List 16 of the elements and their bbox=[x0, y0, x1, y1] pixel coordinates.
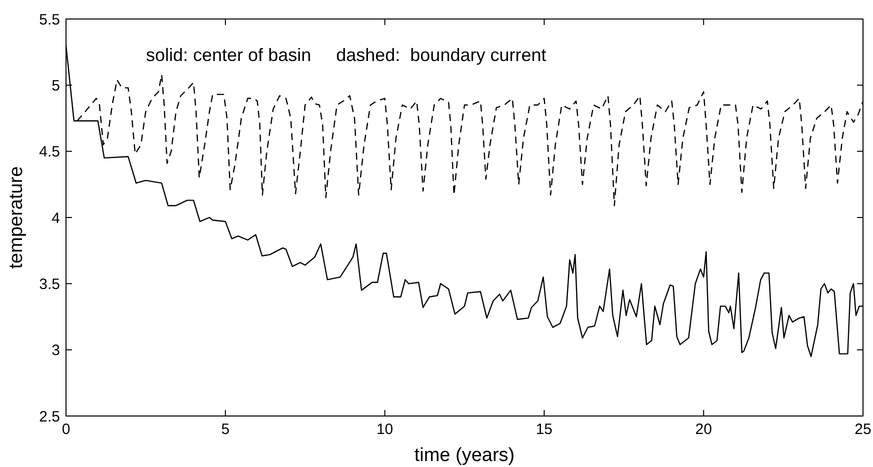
y-tick-label: 4 bbox=[52, 210, 60, 227]
y-tick-label: 4.5 bbox=[39, 144, 60, 161]
x-tick-label: 20 bbox=[695, 421, 712, 438]
x-axis-title: time (years) bbox=[414, 445, 515, 466]
y-tick-label: 5 bbox=[52, 77, 60, 94]
x-tick-label: 5 bbox=[221, 421, 230, 438]
annotation: solid: center of basin dashed: boundary current bbox=[146, 45, 546, 65]
x-tick-label: 25 bbox=[854, 421, 872, 438]
y-axis-title: temperature bbox=[6, 166, 27, 269]
y-tick-label: 3.5 bbox=[39, 276, 60, 293]
x-tick-label: 15 bbox=[536, 421, 553, 438]
y-tick-label: 5.5 bbox=[39, 11, 60, 28]
x-tick-label: 10 bbox=[376, 421, 394, 438]
y-tick-label: 3 bbox=[52, 342, 60, 360]
y-tick-label: 2.5 bbox=[39, 408, 60, 426]
x-tick-label: 0 bbox=[62, 421, 70, 438]
